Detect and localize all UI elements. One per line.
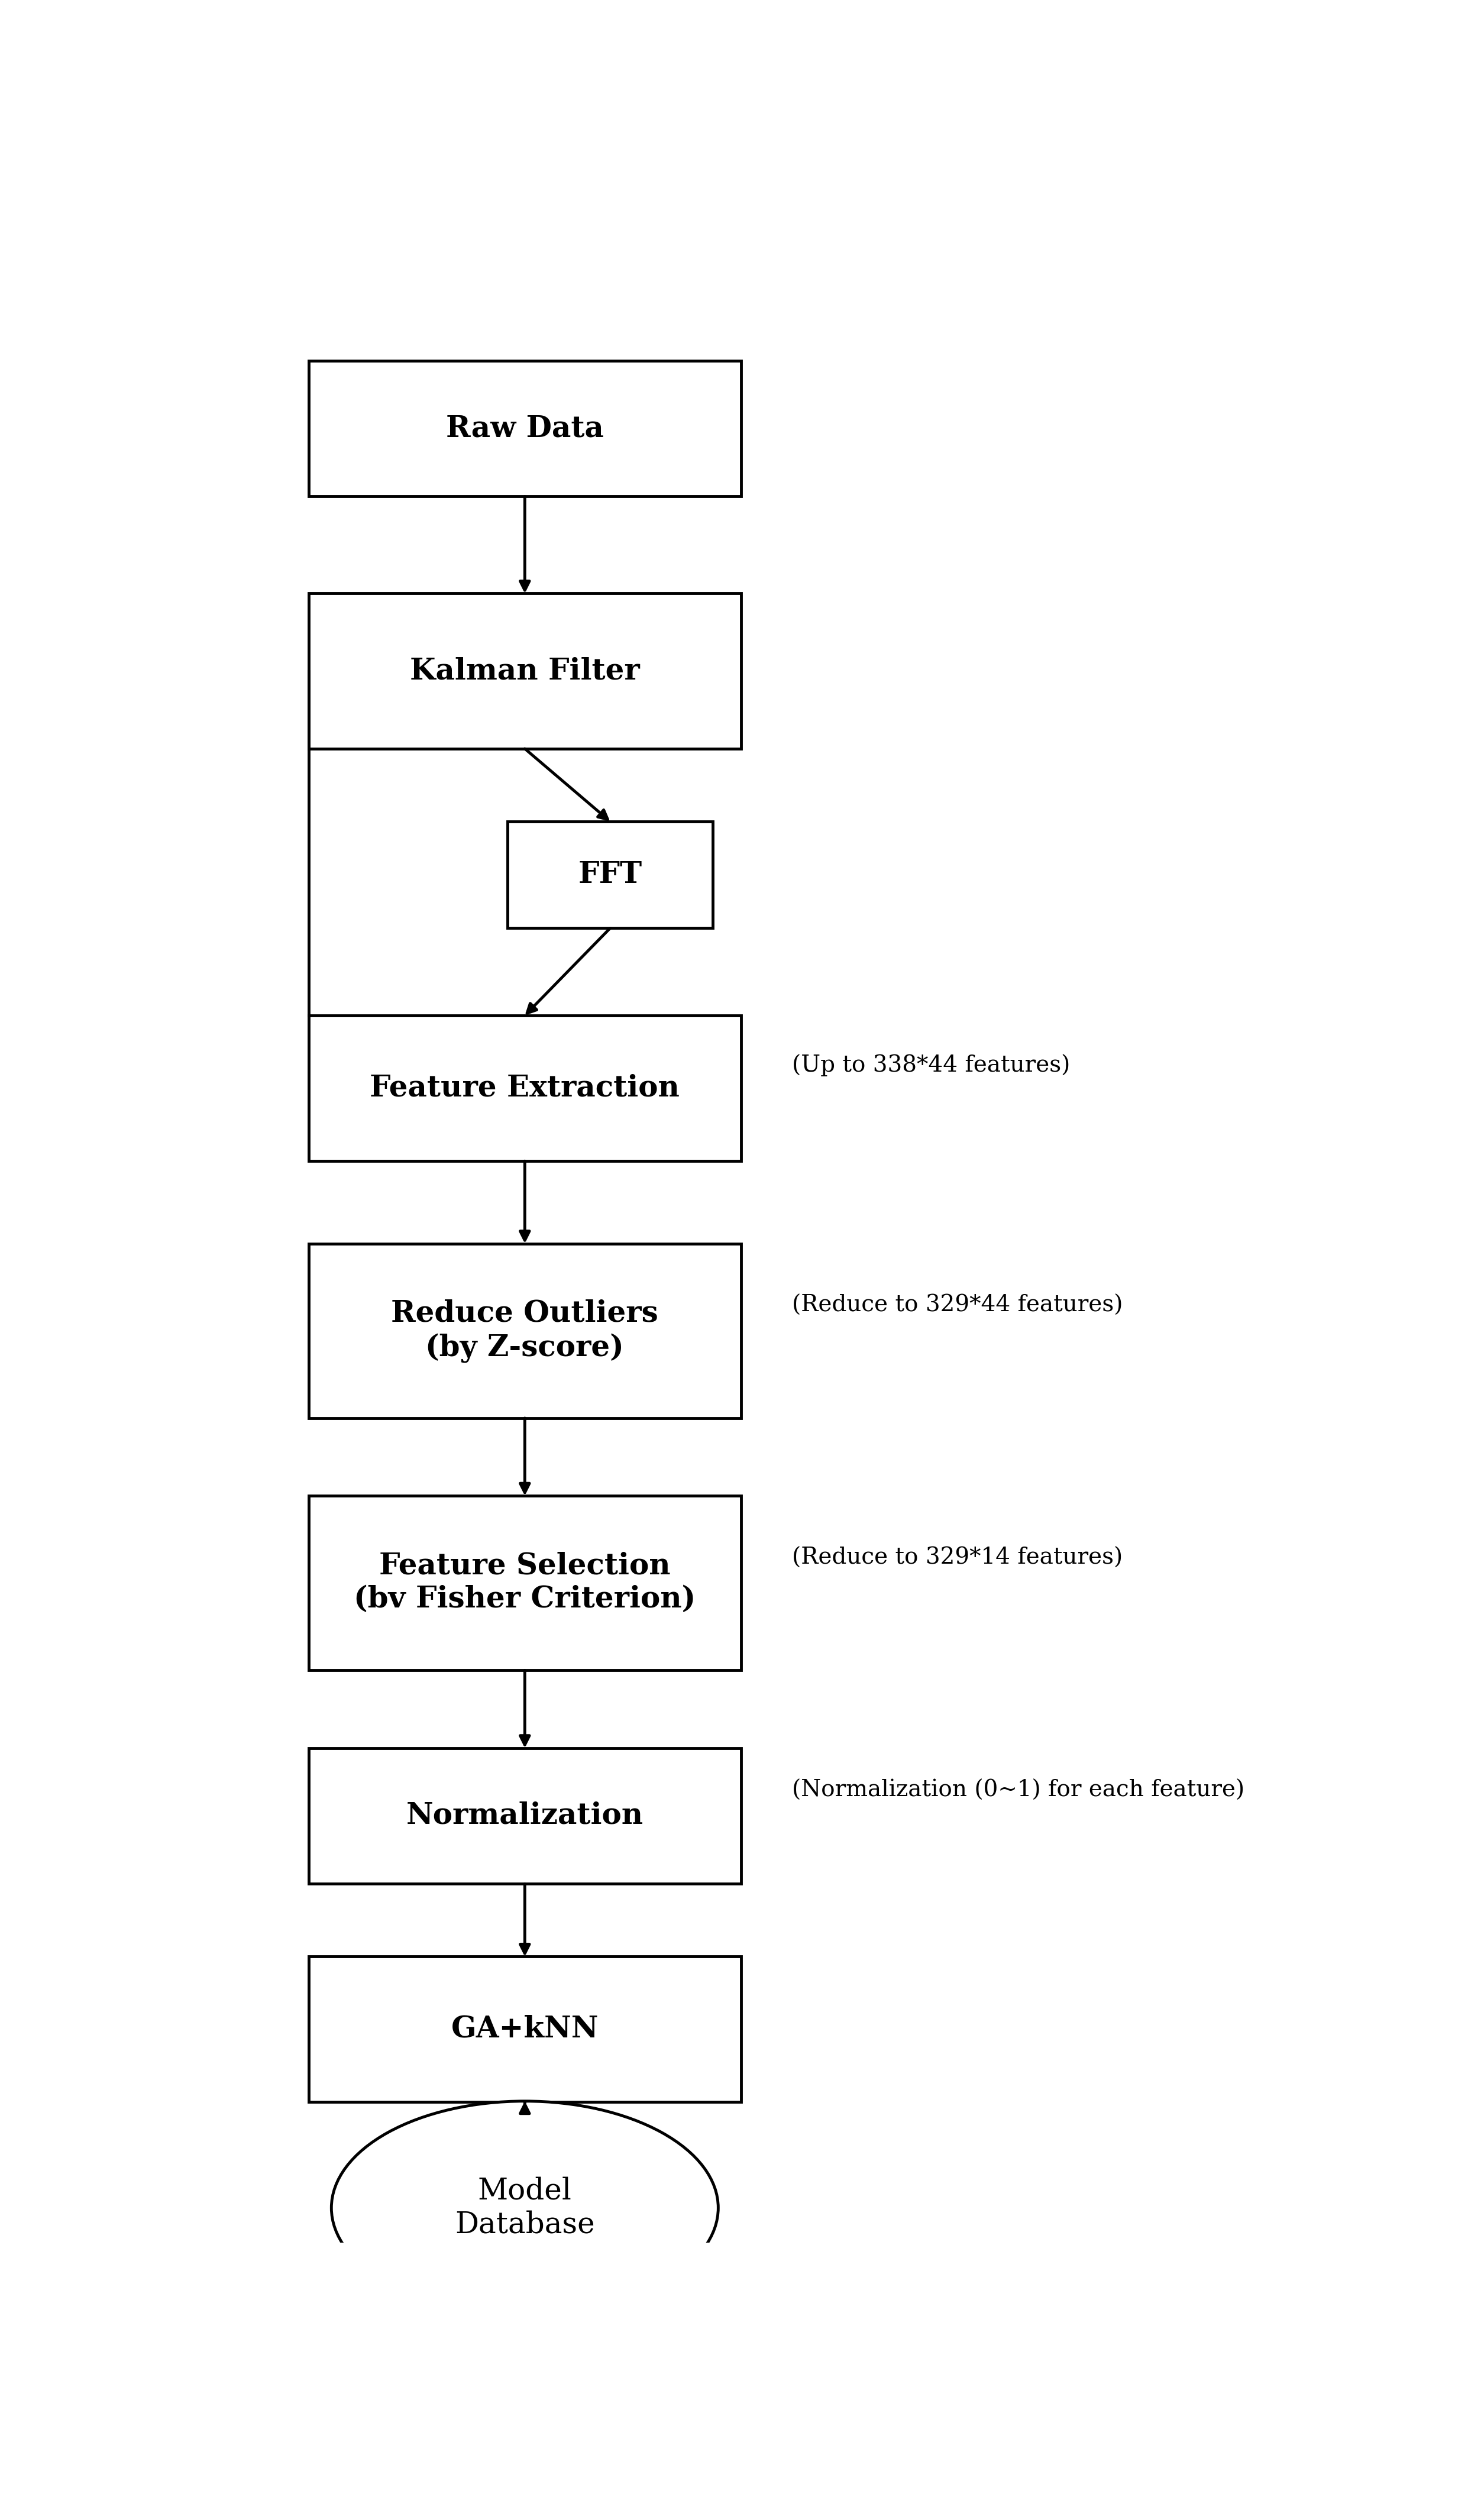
Text: Kalman Filter: Kalman Filter: [410, 658, 640, 685]
FancyBboxPatch shape: [308, 1497, 741, 1671]
Text: (Reduce to 329*44 features): (Reduce to 329*44 features): [793, 1295, 1123, 1315]
FancyBboxPatch shape: [308, 1242, 741, 1419]
FancyBboxPatch shape: [508, 822, 712, 927]
Text: Reduce Outliers
(by Z-score): Reduce Outliers (by Z-score): [390, 1300, 659, 1363]
Text: (Reduce to 329*14 features): (Reduce to 329*14 features): [793, 1547, 1123, 1570]
FancyBboxPatch shape: [308, 1016, 741, 1162]
Text: FFT: FFT: [578, 859, 642, 890]
Text: Feature Selection
(bv Fisher Criterion): Feature Selection (bv Fisher Criterion): [354, 1552, 696, 1615]
Text: (Normalization (0~1) for each feature): (Normalization (0~1) for each feature): [793, 1779, 1245, 1802]
Text: Raw Data: Raw Data: [446, 413, 603, 444]
Text: GA+kNN: GA+kNN: [451, 2016, 599, 2044]
Ellipse shape: [332, 2102, 718, 2313]
FancyBboxPatch shape: [308, 360, 741, 496]
Text: Model
Database: Model Database: [455, 2177, 595, 2240]
FancyBboxPatch shape: [308, 1749, 741, 1885]
FancyBboxPatch shape: [308, 1956, 741, 2102]
Text: Normalization: Normalization: [407, 1802, 643, 1830]
Text: (Up to 338*44 features): (Up to 338*44 features): [793, 1053, 1070, 1076]
FancyBboxPatch shape: [308, 595, 741, 748]
Text: Feature Extraction: Feature Extraction: [370, 1074, 680, 1104]
